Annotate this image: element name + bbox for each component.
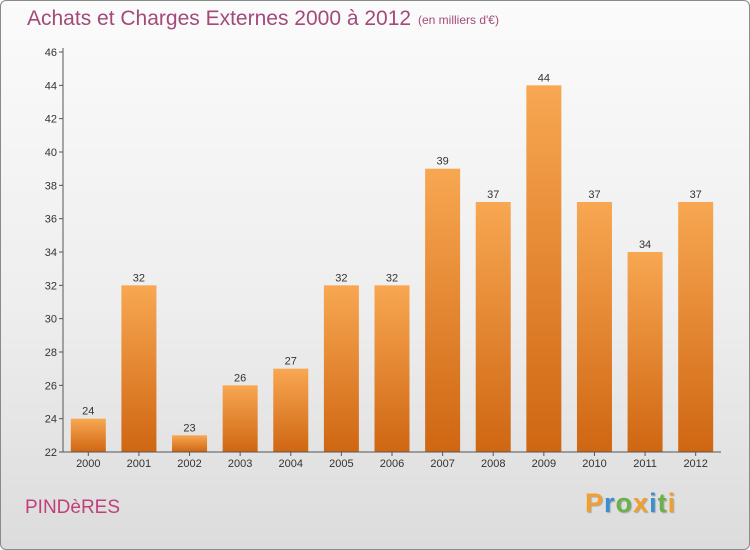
brand-letter: o — [615, 488, 634, 518]
x-tick-label-2008: 2008 — [481, 458, 505, 470]
data-label-2003: 26 — [234, 372, 246, 384]
data-label-2011: 34 — [639, 239, 651, 251]
y-tick-label-30: 30 — [45, 314, 57, 326]
data-label-2007: 39 — [436, 156, 448, 168]
place-name: PINDèRES — [25, 497, 121, 518]
brand-letter: P — [585, 488, 605, 518]
x-tick-label-2000: 2000 — [76, 458, 100, 470]
bar-2008 — [475, 202, 511, 452]
y-tick-label-44: 44 — [45, 80, 57, 92]
y-tick-label-32: 32 — [45, 280, 57, 292]
brand-letter: t — [657, 488, 668, 518]
data-label-2006: 32 — [386, 272, 398, 284]
data-label-2010: 37 — [588, 189, 600, 201]
data-label-2001: 32 — [133, 272, 145, 284]
x-tick-label-2005: 2005 — [329, 458, 353, 470]
brand-letter: x — [633, 488, 650, 518]
brand-letter: i — [649, 488, 658, 518]
bar-2006 — [374, 285, 410, 452]
bar-2005 — [323, 285, 359, 452]
data-label-2012: 37 — [690, 189, 702, 201]
y-tick-label-46: 46 — [45, 47, 57, 59]
bar-2007 — [425, 168, 461, 452]
data-label-2002: 23 — [183, 422, 195, 434]
bar-2010 — [576, 202, 612, 452]
axes-group: 2000 2001 2002 2003 2004 2005 2006 2007 2008 2009… — [45, 47, 721, 470]
y-tick-label-36: 36 — [45, 214, 57, 226]
y-tick-label-34: 34 — [45, 247, 57, 259]
y-tick-label-38: 38 — [45, 180, 57, 192]
y-tick-label-26: 26 — [45, 380, 57, 392]
data-label-2008: 37 — [487, 189, 499, 201]
y-tick-label-28: 28 — [45, 347, 57, 359]
bar-2012 — [678, 202, 714, 452]
data-label-2000: 24 — [82, 406, 94, 418]
bar-2003 — [222, 385, 258, 452]
x-tick-label-2012: 2012 — [683, 458, 707, 470]
x-tick-label-2004: 2004 — [279, 458, 303, 470]
data-label-2009: 44 — [538, 72, 550, 84]
y-tick-label-40: 40 — [45, 147, 57, 159]
bar-2004 — [273, 368, 309, 452]
bar-2000 — [70, 418, 106, 452]
x-tick-label-2001: 2001 — [127, 458, 151, 470]
chart-title: Achats et Charges Externes 2000 à 2012 — [27, 7, 412, 30]
x-tick-label-2002: 2002 — [177, 458, 201, 470]
x-tick-label-2009: 2009 — [532, 458, 556, 470]
bar-2009 — [526, 85, 562, 452]
brand-logo: Proxiti — [585, 488, 676, 519]
data-label-2005: 32 — [335, 272, 347, 284]
y-tick-label-42: 42 — [45, 114, 57, 126]
y-tick-label-24: 24 — [45, 414, 57, 426]
bar-2011 — [627, 252, 663, 452]
x-tick-label-2006: 2006 — [380, 458, 404, 470]
x-tick-label-2003: 2003 — [228, 458, 252, 470]
bar-2002 — [172, 435, 208, 452]
brand-letter: r — [604, 488, 616, 518]
x-tick-label-2010: 2010 — [582, 458, 606, 470]
y-tick-label-22: 22 — [45, 447, 57, 459]
bars-group: 24 32 23 26 27 32 32 39 37 44 37 34 37 — [70, 72, 714, 452]
x-tick-label-2007: 2007 — [430, 458, 454, 470]
chart-subtitle: (en milliers d'€) — [418, 13, 499, 27]
data-label-2004: 27 — [285, 356, 297, 368]
brand-letter: i — [667, 488, 677, 518]
bar-2001 — [121, 285, 157, 452]
x-tick-label-2011: 2011 — [633, 458, 657, 470]
